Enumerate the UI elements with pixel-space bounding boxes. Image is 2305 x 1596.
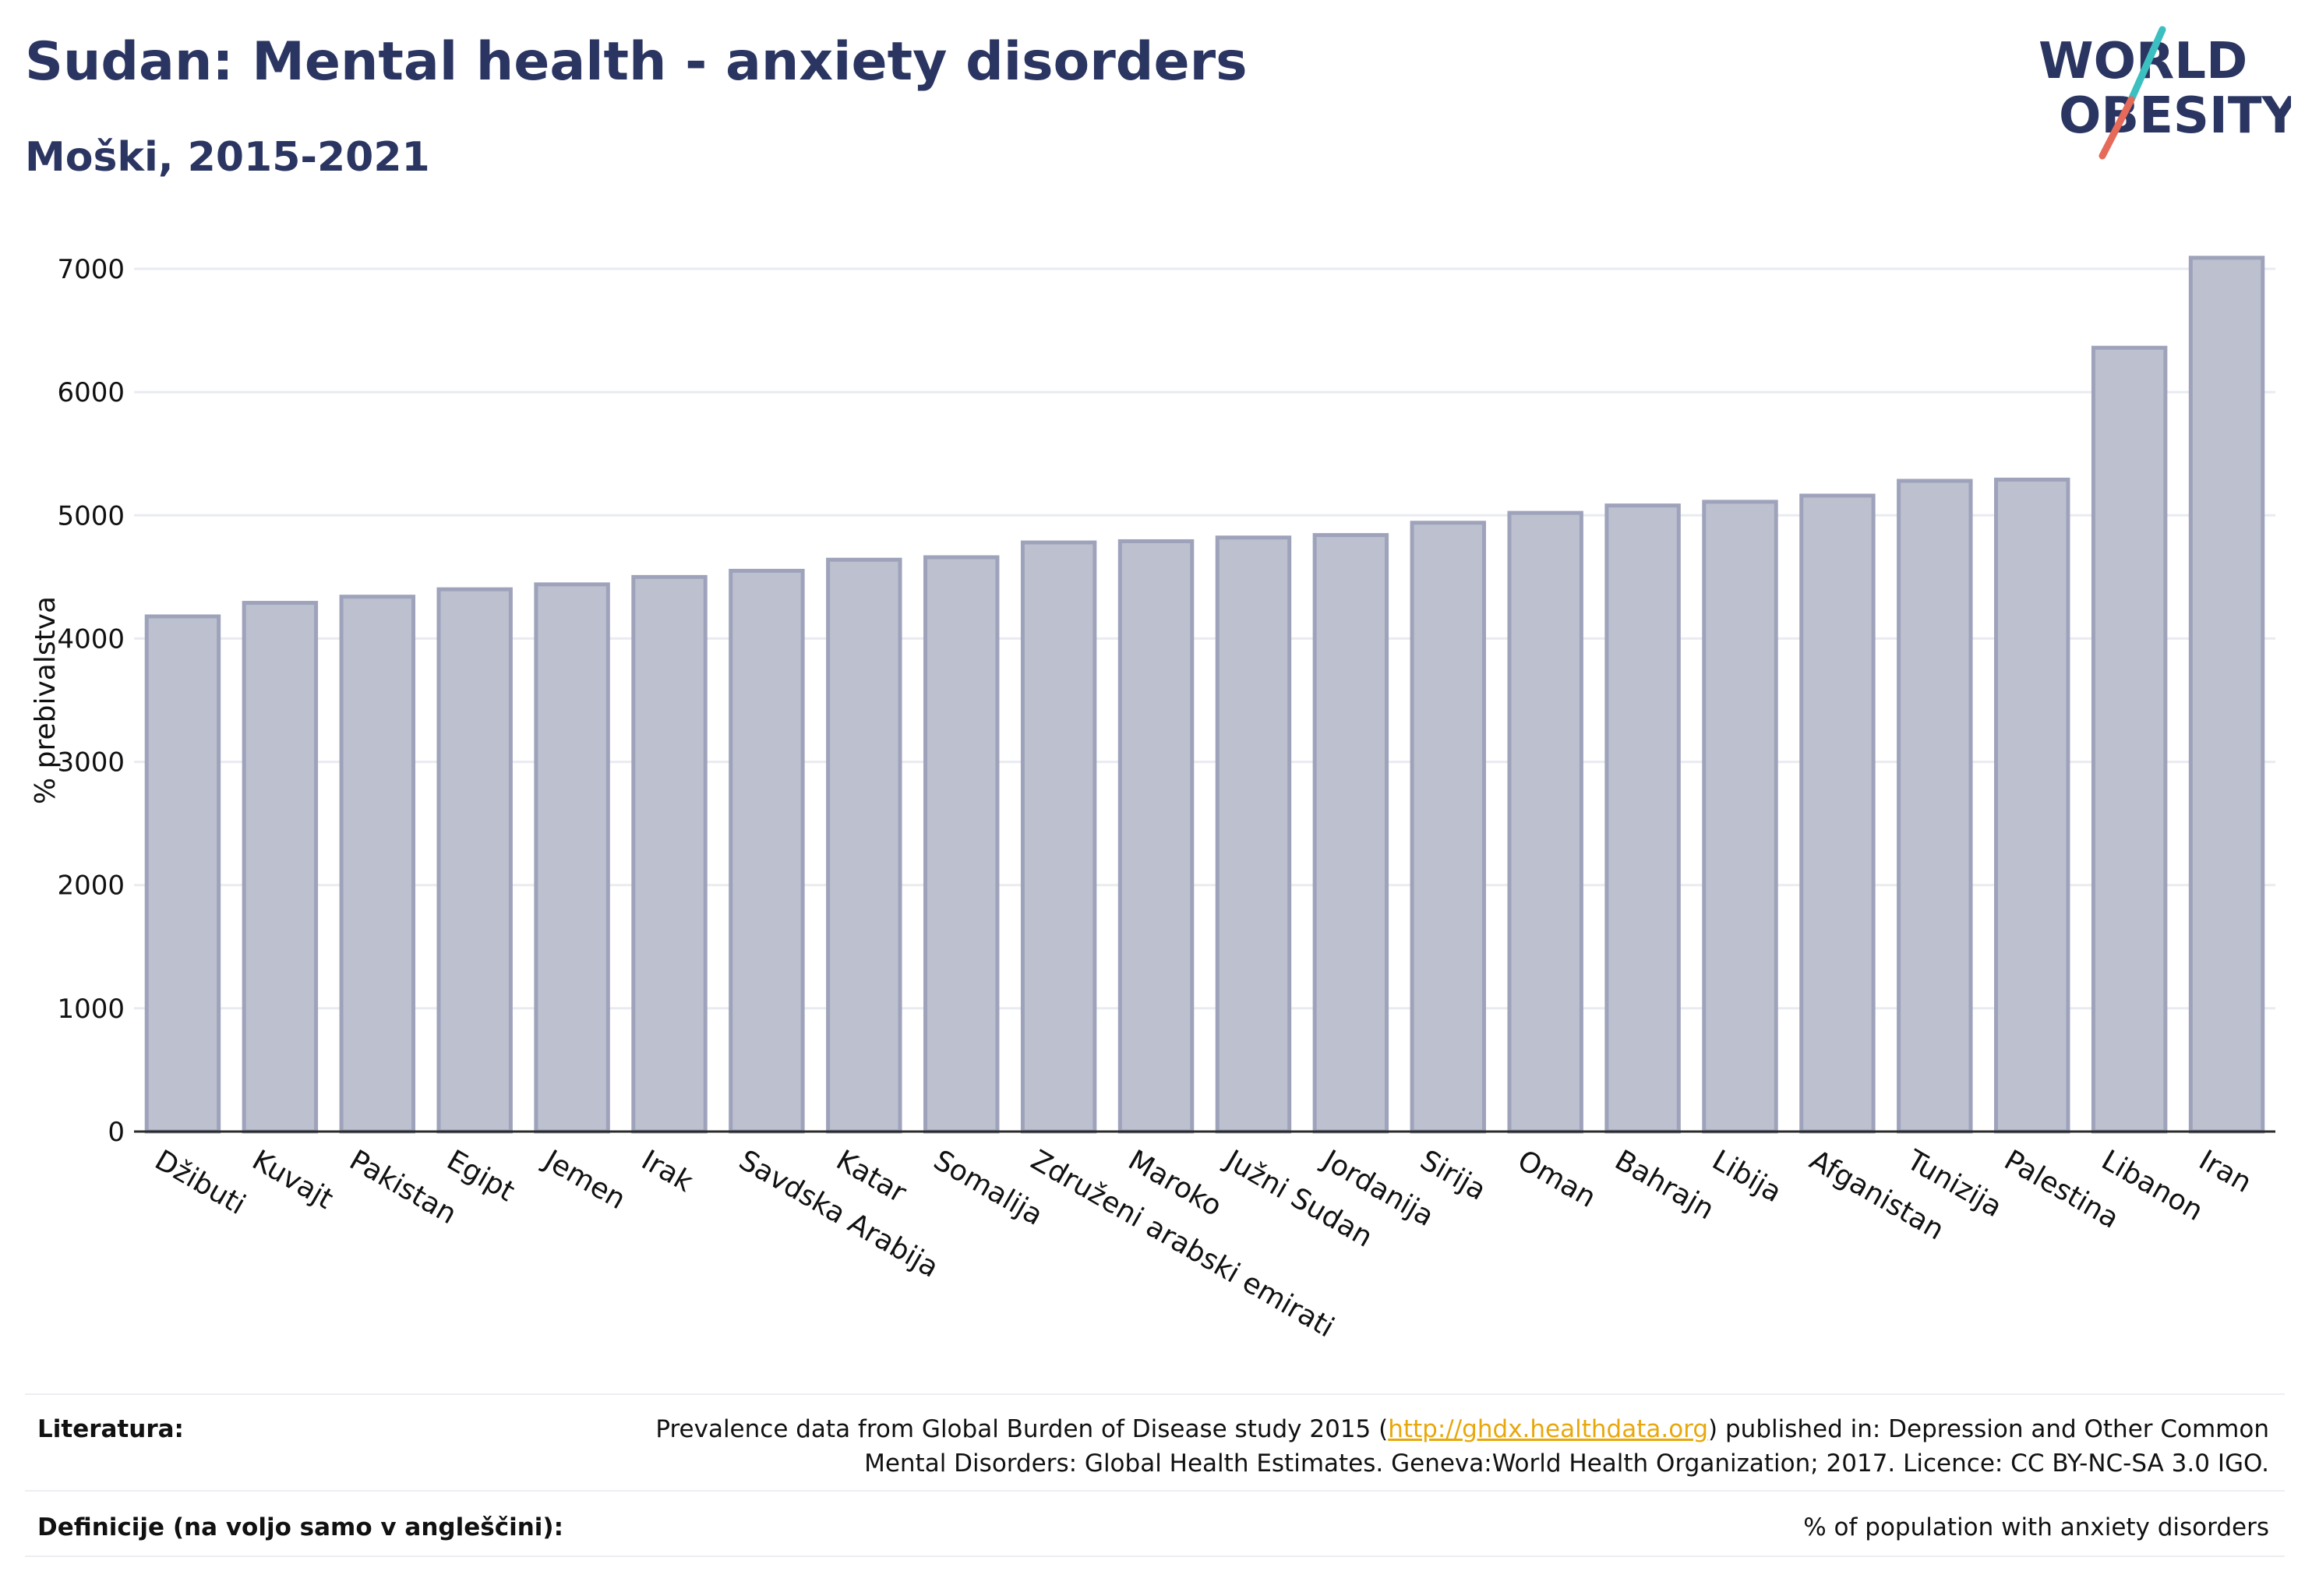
x-tick-label: Oman xyxy=(1512,1144,1601,1214)
page-title: Sudan: Mental health - anxiety disorders xyxy=(25,31,1248,93)
x-tick-label: Iran xyxy=(2194,1144,2257,1199)
bar xyxy=(1312,533,1389,1134)
x-tick-label: Džibuti xyxy=(150,1144,251,1221)
bar xyxy=(1897,478,1973,1134)
y-tick-label: 3000 xyxy=(57,747,125,779)
bar xyxy=(1604,503,1681,1134)
bar xyxy=(826,557,902,1134)
bar xyxy=(729,568,805,1134)
bar xyxy=(1507,510,1583,1134)
bar xyxy=(923,555,1000,1134)
y-tick-label: 4000 xyxy=(57,623,125,655)
source-link[interactable]: http://ghdx.healthdata.org xyxy=(1388,1415,1709,1443)
definitions-text: % of population with anxiety disorders xyxy=(1803,1513,2269,1541)
bar xyxy=(631,574,708,1134)
x-tick-label: Jemen xyxy=(538,1143,631,1216)
footer-divider-top xyxy=(25,1393,2285,1395)
literature-label: Literatura: xyxy=(37,1415,184,1443)
y-tick-label: 0 xyxy=(108,1117,125,1148)
bar xyxy=(339,595,415,1134)
logo-slash-teal xyxy=(2127,26,2166,104)
bar xyxy=(1117,538,1195,1134)
bar xyxy=(242,601,319,1134)
y-tick-label: 7000 xyxy=(57,254,125,285)
bar xyxy=(436,587,513,1134)
bar xyxy=(1215,535,1292,1134)
world-obesity-logo: WORLD OBESITY xyxy=(2038,26,2291,160)
bar xyxy=(2091,345,2168,1134)
literature-line-2: Mental Disorders: Global Health Estimate… xyxy=(864,1449,2269,1478)
y-axis-label: % prebivalstva xyxy=(30,596,62,804)
literature-text: Prevalence data from Global Burden of Di… xyxy=(655,1412,2269,1481)
bar xyxy=(144,614,221,1134)
y-tick-label: 6000 xyxy=(57,377,125,408)
bar xyxy=(1994,477,2070,1134)
y-tick-label: 1000 xyxy=(57,994,125,1025)
logo-slash-coral xyxy=(2099,96,2135,160)
bar-chart: 0 1000 2000 3000 4000 5000 6000 7000 % prebivals… xyxy=(30,254,2275,1344)
x-tick-label: Somalija xyxy=(928,1144,1048,1232)
bar xyxy=(1702,500,1778,1134)
footer-divider-middle xyxy=(25,1490,2285,1492)
literature-line-1: Prevalence data from Global Burden of Di… xyxy=(655,1415,2269,1443)
y-tick-label: 5000 xyxy=(57,500,125,531)
page-subtitle: Moški, 2015-2021 xyxy=(25,134,430,181)
x-tick-label: Bahrajn xyxy=(1609,1144,1719,1226)
y-tick-label: 2000 xyxy=(57,870,125,902)
logo-line-2: OBESITY xyxy=(2059,87,2291,145)
bar xyxy=(1410,521,1486,1134)
bar xyxy=(534,582,610,1134)
x-tick-label: Pakistan xyxy=(344,1144,462,1231)
footer-divider-bottom xyxy=(25,1555,2285,1557)
bar xyxy=(1020,540,1097,1134)
x-tick-label: Irak xyxy=(636,1144,698,1199)
bar xyxy=(1799,493,1876,1134)
definitions-label: Definicije (na voljo samo v angleščini): xyxy=(37,1513,563,1541)
bar xyxy=(2188,256,2265,1134)
x-tick-label: Kuvajt xyxy=(247,1144,339,1216)
